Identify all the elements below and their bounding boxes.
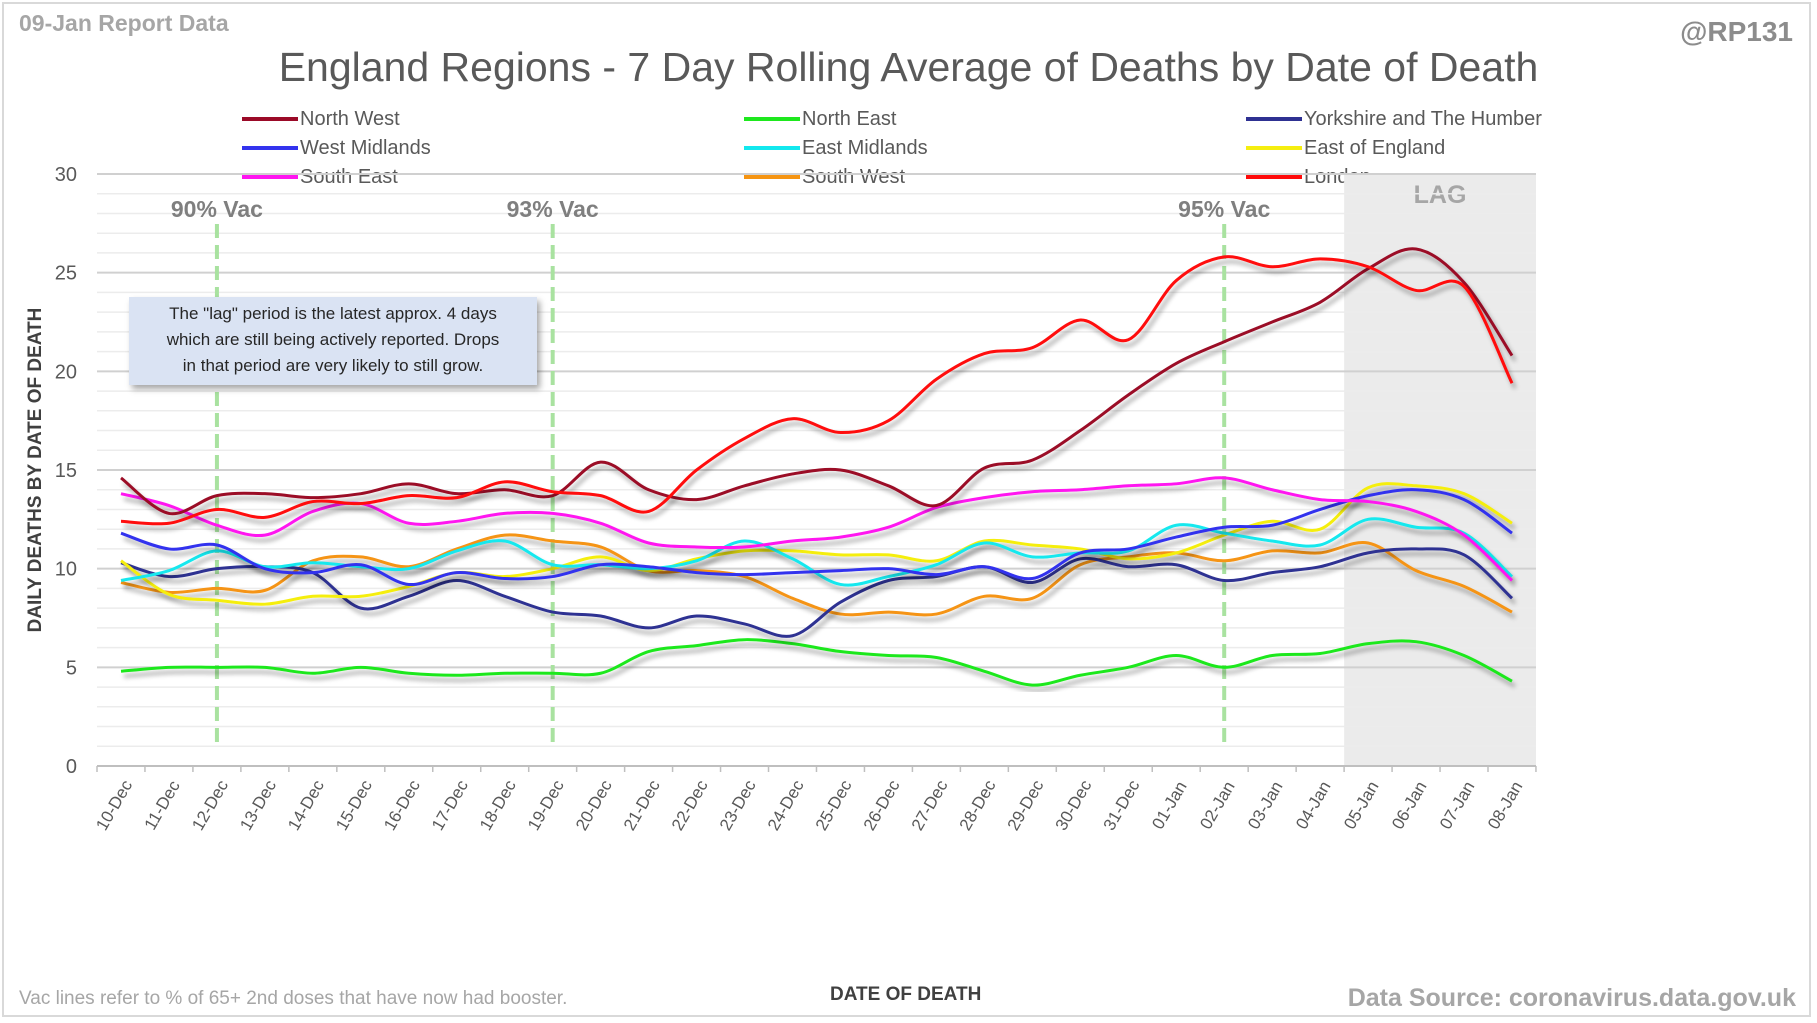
legend-item-west-midlands: West Midlands — [242, 136, 431, 160]
legend-label: East of England — [1304, 136, 1446, 159]
y-tick-label: 15 — [55, 460, 77, 482]
y-tick-label: 5 — [66, 657, 77, 679]
legend-swatch — [1246, 146, 1302, 150]
series-line-north-east — [120, 638, 1513, 687]
legend-label: North East — [802, 107, 897, 130]
y-tick-label: 25 — [55, 263, 77, 285]
vac-marker-label: 90% Vac — [171, 196, 263, 222]
legend-item-north-east: North East — [744, 107, 896, 131]
chart-title: England Regions - 7 Day Rolling Average … — [278, 44, 1539, 90]
y-tick-label: 20 — [55, 361, 77, 383]
x-tick-label: 31-Dec — [1100, 776, 1144, 833]
x-tick-label: 03-Jan — [1244, 778, 1286, 833]
legend-label: West Midlands — [300, 136, 431, 159]
series-line-south-west — [120, 533, 1513, 617]
lag-note-line-3: in that period are very likely to still … — [182, 356, 484, 375]
report-date-label: 09-Jan Report Data — [19, 10, 229, 36]
x-tick-label: 20-Dec — [572, 776, 616, 833]
x-tick-label: 24-Dec — [764, 776, 808, 833]
data-source: Data Source: coronavirus.data.gov.uk — [1347, 984, 1796, 1012]
x-tick-label: 07-Jan — [1436, 778, 1478, 833]
series-line-yorkshire-and-the-humber — [120, 547, 1514, 638]
x-tick-label: 11-Dec — [141, 777, 184, 833]
x-tick-label: 02-Jan — [1196, 778, 1238, 833]
lag-note-line-2: which are still being actively reported.… — [166, 330, 500, 349]
series-line-london — [120, 255, 1514, 526]
x-tick-label: 13-Dec — [236, 776, 280, 833]
legend-swatch — [744, 175, 800, 179]
legend-label: East Midlands — [802, 136, 928, 159]
legend-swatch — [1246, 175, 1302, 179]
legend-item-south-west: South West — [744, 165, 905, 189]
y-tick-label: 0 — [66, 756, 77, 778]
x-tick-label: 04-Jan — [1292, 778, 1334, 833]
series-line-north-west — [120, 247, 1514, 516]
x-tick-label: 25-Dec — [812, 776, 856, 833]
x-tick-label: 30-Dec — [1052, 776, 1096, 833]
x-tick-label: 27-Dec — [908, 776, 952, 833]
x-tick-label: 16-Dec — [380, 776, 424, 833]
vac-footnote: Vac lines refer to % of 65+ 2nd doses th… — [19, 988, 568, 1009]
y-tick-label: 30 — [55, 164, 77, 186]
x-tick-label: 10-Dec — [92, 776, 136, 833]
x-tick-label: 01-Jan — [1148, 778, 1190, 833]
legend-swatch — [242, 117, 298, 121]
x-tick-label: 19-Dec — [524, 776, 568, 833]
series-line-west-midlands — [120, 488, 1513, 586]
x-tick-label: 06-Jan — [1388, 778, 1430, 833]
x-tick-label: 22-Dec — [668, 776, 712, 833]
legend-swatch — [1246, 117, 1302, 121]
legend-item-east-midlands: East Midlands — [744, 136, 928, 160]
x-tick-label: 15-Dec — [332, 776, 376, 833]
author-handle: @RP131 — [1680, 16, 1793, 47]
lag-label: LAG — [1414, 181, 1467, 209]
x-tick-label: 05-Jan — [1340, 778, 1382, 833]
vac-marker-label: 95% Vac — [1178, 196, 1270, 222]
x-tick-label: 18-Dec — [476, 776, 520, 833]
vac-marker-label: 93% Vac — [507, 196, 599, 222]
legend-label: South West — [802, 165, 906, 188]
legend-label: Yorkshire and The Humber — [1304, 107, 1542, 130]
y-tick-label: 10 — [55, 559, 77, 581]
legend-item-south-east: South East — [242, 165, 398, 189]
x-tick-label: 23-Dec — [716, 776, 760, 833]
legend-item-north-west: North West — [242, 107, 400, 131]
legend-swatch — [242, 146, 298, 150]
x-tick-label: 14-Dec — [284, 776, 328, 833]
x-tick-label: 12-Dec — [188, 776, 232, 833]
legend-swatch — [744, 117, 800, 121]
legend-swatch — [242, 175, 298, 179]
x-tick-label: 17-Dec — [428, 776, 472, 833]
series-line-east-midlands — [120, 517, 1514, 587]
x-tick-label: 29-Dec — [1004, 776, 1048, 833]
y-axis-title: DAILY DEATHS BY DATE OF DEATH — [25, 307, 46, 633]
x-tick-label: 08-Jan — [1484, 778, 1526, 833]
x-tick-label: 21-Dec — [620, 776, 664, 833]
lag-explanation-box: The "lag" period is the latest approx. 4… — [129, 297, 537, 385]
legend-label: South East — [300, 165, 398, 188]
legend-item-yorkshire-and-the-humber: Yorkshire and The Humber — [1246, 107, 1542, 131]
legend-swatch — [744, 146, 800, 150]
lag-note-line-1: The "lag" period is the latest approx. 4… — [169, 304, 497, 323]
x-axis-title: DATE OF DEATH — [830, 984, 982, 1005]
legend-item-east-of-england: East of England — [1246, 136, 1445, 160]
x-tick-label: 26-Dec — [860, 776, 904, 833]
legend-label: North West — [300, 107, 400, 130]
x-tick-label: 28-Dec — [956, 776, 1000, 833]
